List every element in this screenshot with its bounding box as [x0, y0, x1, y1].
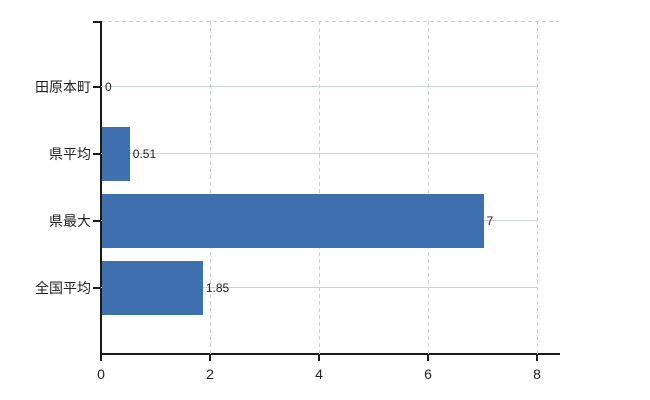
x-tick-label: 8 — [533, 366, 541, 382]
y-tick-mark — [93, 287, 101, 289]
y-tick-mark — [93, 220, 101, 222]
value-label: 1.85 — [205, 281, 230, 295]
bar — [102, 261, 203, 315]
x-tick-mark — [536, 354, 538, 361]
x-gridline — [428, 21, 429, 354]
x-tick-mark — [318, 354, 320, 361]
bar — [102, 194, 484, 248]
x-tick-label: 0 — [97, 366, 105, 382]
y-axis-end-tick — [93, 21, 100, 23]
x-gridline — [210, 21, 211, 354]
value-label: 7 — [486, 214, 494, 228]
y-tick-mark — [93, 153, 101, 155]
y-gridline — [101, 287, 537, 288]
category-label: 田原本町 — [35, 79, 91, 95]
x-gridline — [537, 21, 538, 354]
x-tick-label: 2 — [206, 366, 214, 382]
value-label: 0 — [105, 80, 112, 94]
y-gridline — [101, 153, 537, 154]
x-tick-mark — [100, 354, 102, 361]
x-tick-mark — [209, 354, 211, 361]
category-label: 県平均 — [49, 146, 91, 162]
y-axis-line — [100, 21, 102, 361]
x-axis-line — [101, 353, 560, 355]
bar — [102, 127, 130, 181]
y-gridline — [101, 86, 537, 87]
x-tick-mark — [427, 354, 429, 361]
value-label: 0.51 — [132, 147, 157, 161]
y-tick-mark — [93, 86, 101, 88]
x-tick-label: 4 — [315, 366, 323, 382]
category-label: 県最大 — [49, 213, 91, 229]
plot-top-border — [101, 21, 559, 22]
category-label: 全国平均 — [35, 280, 91, 296]
x-gridline — [319, 21, 320, 354]
x-tick-label: 6 — [424, 366, 432, 382]
